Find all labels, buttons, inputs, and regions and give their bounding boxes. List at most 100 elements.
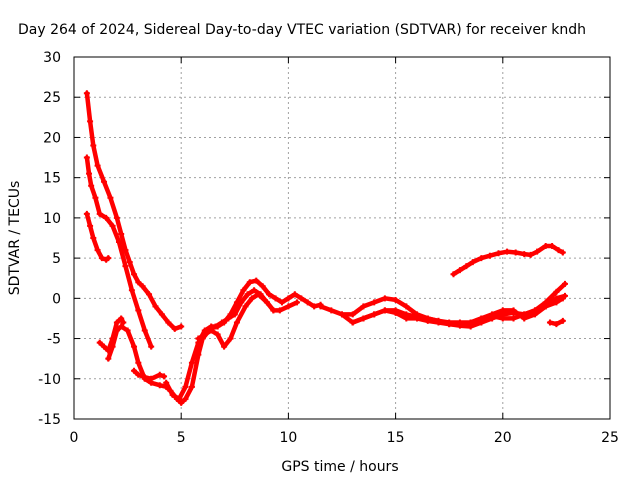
y-axis-label: SDTVAR / TECUs (7, 181, 23, 296)
data-point (118, 315, 125, 322)
data-point (161, 373, 168, 380)
data-point (478, 255, 485, 262)
data-point (118, 230, 125, 237)
data-point (403, 303, 410, 310)
data-series-arc-10 (339, 281, 568, 329)
y-tick-label: 10 (43, 211, 61, 227)
data-point (135, 359, 142, 366)
data-point (392, 296, 399, 303)
data-point (86, 170, 93, 177)
data-point (467, 319, 474, 326)
data-point (221, 319, 228, 326)
data-point (156, 371, 163, 378)
data-point (263, 299, 270, 306)
data-point (510, 307, 517, 314)
data-point (328, 307, 335, 314)
data-point (141, 327, 148, 334)
y-tick-label: -5 (47, 332, 61, 348)
data-point (240, 287, 247, 294)
data-point (221, 343, 228, 350)
data-point (246, 279, 253, 286)
data-point (113, 214, 120, 221)
data-point (178, 399, 185, 406)
data-point (83, 154, 90, 161)
data-point (435, 317, 442, 324)
y-tick-label: 15 (43, 171, 61, 187)
data-point (109, 343, 116, 350)
data-point (276, 307, 283, 314)
data-point (92, 194, 99, 201)
data-point (195, 335, 202, 342)
data-point (188, 383, 195, 390)
data-point (381, 307, 388, 314)
data-point (561, 292, 568, 299)
data-series-arc-12 (451, 243, 566, 277)
ticks: 0 5 10 15 20 25 -15 -10 -5 0 5 10 15 20 25 30 (38, 50, 619, 446)
y-tick-label: 30 (43, 50, 61, 66)
data-point (126, 259, 133, 266)
x-axis-label: GPS time / hours (281, 459, 398, 475)
data-point (214, 331, 221, 338)
data-point (188, 359, 195, 366)
x-tick-label: 20 (494, 430, 512, 446)
data-point (109, 222, 116, 229)
data-point (244, 291, 251, 298)
x-tick-label: 5 (177, 430, 186, 446)
data-point (94, 247, 101, 254)
data-point (371, 299, 378, 306)
data-point (499, 307, 506, 314)
data-point (90, 235, 97, 241)
data-point (531, 311, 538, 318)
data-point (201, 331, 208, 338)
x-tick-label: 15 (387, 430, 405, 446)
data-point (182, 395, 189, 402)
data-point (317, 303, 324, 310)
data-point (542, 303, 549, 310)
data-point (165, 319, 172, 326)
data-point (360, 303, 367, 310)
plot-frame (73, 56, 611, 420)
data-point (527, 251, 534, 258)
data-point (360, 315, 367, 322)
data-point (272, 295, 279, 302)
data-point (163, 379, 170, 386)
y-tick-label: 0 (52, 291, 61, 307)
data-point (135, 307, 142, 314)
data-point (446, 319, 453, 326)
data-point (424, 315, 431, 322)
data-point (152, 303, 159, 310)
data-point (98, 255, 105, 262)
data-point (559, 249, 566, 256)
data-point (304, 299, 311, 306)
data-point (135, 371, 142, 378)
data-point (87, 118, 94, 125)
data-point (135, 279, 142, 286)
data-point (124, 327, 131, 334)
data-point (131, 343, 138, 350)
data-point (521, 251, 528, 258)
chart-title: Day 264 of 2024, Sidereal Day-to-day VTE… (18, 22, 586, 38)
data-point (561, 280, 568, 287)
data-point (131, 271, 138, 278)
data-point (105, 255, 112, 262)
data-point (456, 319, 463, 326)
data-point (233, 319, 240, 326)
data-point (456, 267, 463, 274)
y-tick-label: 5 (52, 251, 61, 267)
data-point (255, 291, 262, 298)
data-point (270, 307, 277, 314)
data-point (148, 375, 155, 382)
data-point (546, 319, 553, 326)
data-point (248, 295, 255, 302)
data-point (486, 252, 493, 259)
data-point (96, 339, 103, 346)
data-point (510, 315, 517, 322)
data-point (542, 243, 549, 250)
data-point (534, 248, 541, 255)
data-point (553, 288, 560, 295)
data-point (521, 315, 528, 322)
data-point (87, 222, 94, 229)
data-point (278, 299, 285, 306)
